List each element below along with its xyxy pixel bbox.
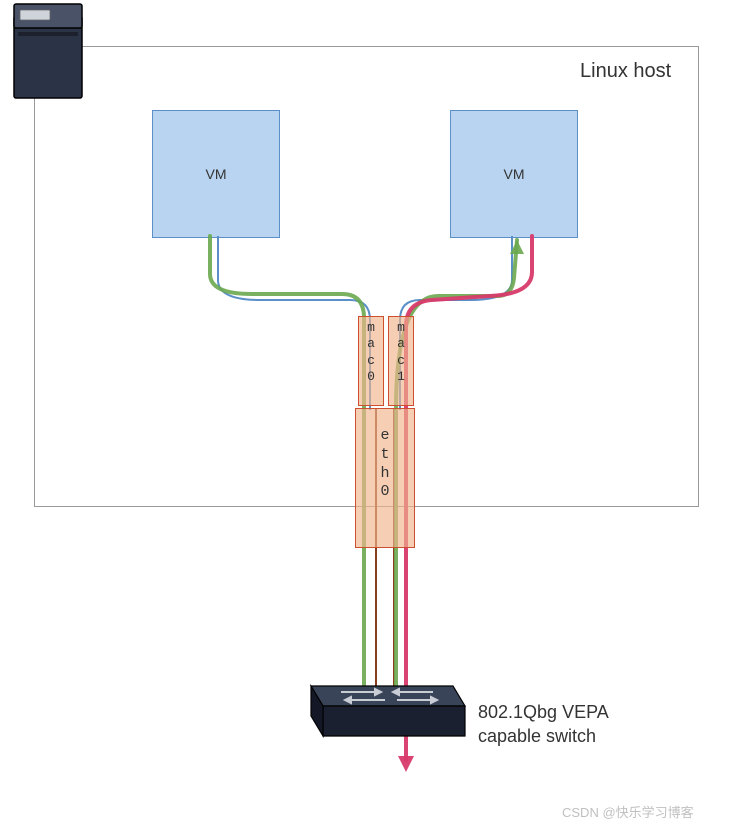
- vm-label: VM: [206, 166, 227, 182]
- switch-label: 802.1Qbg VEPA capable switch: [478, 700, 609, 749]
- vm-box-right: VM: [450, 110, 578, 238]
- switch-icon: [293, 678, 468, 756]
- eth0-interface: e t h 0: [355, 408, 415, 548]
- mac1-interface: m a c 1: [388, 316, 414, 406]
- linux-host-label: Linux host: [580, 60, 671, 83]
- vm-label: VM: [504, 166, 525, 182]
- server-icon: [12, 2, 84, 100]
- mac0-interface: m a c 0: [358, 316, 384, 406]
- watermark-text: CSDN @快乐学习博客: [562, 802, 694, 821]
- vm-box-left: VM: [152, 110, 280, 238]
